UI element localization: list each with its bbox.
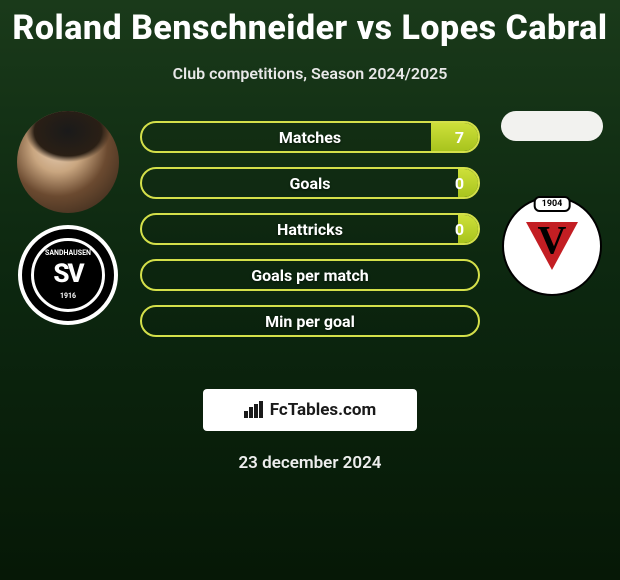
- right-player-column: 1904: [492, 111, 612, 296]
- stat-row-gpm: Goals per match: [140, 259, 480, 291]
- stat-label: Min per goal: [265, 312, 355, 331]
- stat-label: Matches: [279, 128, 341, 147]
- branding-text: FcTables.com: [270, 400, 376, 420]
- right-club-v-mark: [517, 211, 587, 281]
- stat-label: Hattricks: [277, 220, 343, 239]
- left-club-year: 1916: [60, 292, 76, 301]
- stat-bars: Matches 7 Goals 0 Hattricks 0 Goals per …: [140, 121, 480, 351]
- stat-row-hattricks: Hattricks 0: [140, 213, 480, 245]
- page-title: Roland Benschneider vs Lopes Cabral: [0, 0, 620, 48]
- stat-value-right: 0: [455, 220, 464, 239]
- stat-value-right: 7: [455, 128, 464, 147]
- bars-icon: [244, 402, 264, 418]
- branding-badge: FcTables.com: [203, 389, 417, 431]
- stat-label: Goals: [290, 174, 331, 193]
- page-subtitle: Club competitions, Season 2024/2025: [0, 64, 620, 83]
- left-club-logo: SANDHAUSEN SV 1916: [18, 225, 118, 325]
- stat-label: Goals per match: [251, 266, 369, 285]
- snapshot-date: 23 december 2024: [0, 453, 620, 473]
- stat-row-mpg: Min per goal: [140, 305, 480, 337]
- left-club-initials: SV: [53, 258, 82, 292]
- left-player-column: SANDHAUSEN SV 1916: [8, 111, 128, 325]
- stat-row-matches: Matches 7: [140, 121, 480, 153]
- stat-row-goals: Goals 0: [140, 167, 480, 199]
- right-club-logo: 1904: [502, 196, 602, 296]
- right-club-year: 1904: [534, 196, 571, 212]
- left-player-photo: [17, 111, 119, 213]
- left-club-top-text: SANDHAUSEN: [45, 249, 91, 258]
- stat-value-right: 0: [455, 174, 464, 193]
- right-player-photo-placeholder: [501, 111, 603, 141]
- comparison-panel: SANDHAUSEN SV 1916 1904 Matches 7 Goals …: [0, 111, 620, 371]
